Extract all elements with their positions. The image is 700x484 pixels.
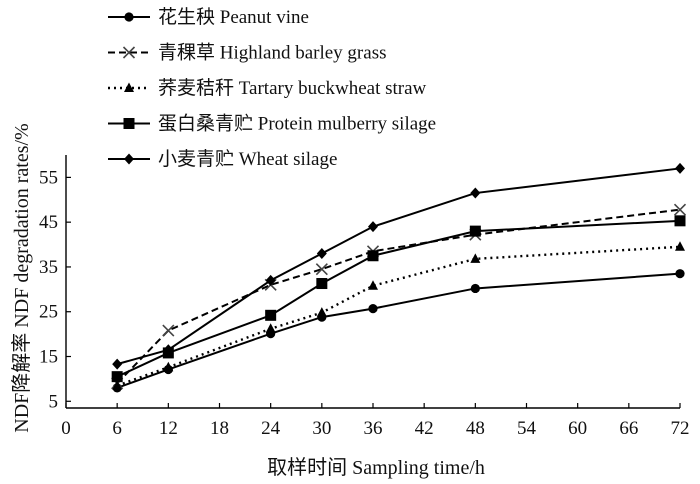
x-tick-label: 12 [159,418,178,439]
x-tick-label: 42 [415,418,434,439]
y-tick-label: 25 [39,302,58,323]
legend-entry: 蛋白桑青贮 Protein mulberry silage [108,113,436,135]
data-point [265,323,276,333]
data-point [163,344,174,356]
series-2 [111,203,687,390]
x-tick-label: 0 [61,418,71,439]
x-axis-title: 取样时间 Sampling time/h [267,456,485,479]
data-point [316,307,327,317]
legend-entry: 小麦青贮 Wheat silage [108,148,337,170]
series-line [116,219,681,378]
x-tick-label: 72 [671,418,690,439]
data-point [265,274,276,286]
data-point [368,280,378,290]
legend-swatch-marker [122,46,136,59]
x-tick-label: 24 [261,418,281,439]
data-point [469,225,481,237]
y-axis-title: NDF降解率 NDF degradation rates/% [10,123,33,432]
series-5 [112,162,685,370]
legend: 花生秧 Peanut vine 青稞草 Highland barley grass… [108,6,436,170]
series-1 [112,269,685,393]
x-tick-label: 66 [619,418,638,439]
x-tick-label: 54 [517,418,537,439]
legend-swatch-marker [124,82,134,92]
series-line [116,167,681,366]
legend-label: 小麦青贮 Wheat silage [158,148,337,170]
data-point [316,248,327,260]
data-point [368,221,378,233]
legend-entry: 花生秧 Peanut vine [108,6,309,28]
y-tick-label: 55 [39,167,58,188]
data-point [112,380,123,390]
x-tick-label: 60 [568,418,587,439]
legend-label: 花生秧 Peanut vine [158,6,309,28]
data-point [265,309,277,321]
data-point [470,187,481,199]
y-tick-label: 45 [39,212,58,233]
x-tick-label: 30 [312,418,331,439]
data-point [675,269,685,279]
y-tick-label: 15 [39,347,58,368]
legend-label: 蛋白桑青贮 Protein mulberry silage [158,113,436,135]
data-point [470,253,481,263]
series-layer [111,162,687,393]
data-point [112,358,123,370]
data-point [470,283,480,294]
x-tick-label: 36 [364,418,383,439]
x-tick-label: 6 [112,418,122,439]
data-point [315,263,328,276]
y-tick-label: 5 [49,391,59,412]
data-point [316,278,328,290]
legend-entry: 青稞草 Highland barley grass [108,42,386,64]
legend-label: 青稞草 Highland barley grass [158,42,386,64]
series-line [116,245,681,387]
y-tick-label: 35 [39,257,58,278]
data-point [674,215,686,227]
data-point [367,250,379,262]
data-point [673,203,687,216]
data-point [111,371,123,383]
data-point [675,162,685,174]
legend-swatch-marker [124,153,134,165]
legend-entry: 荞麦秸秆 Tartary buckwheat straw [108,77,427,99]
x-tick-label: 48 [466,418,485,439]
data-point [163,361,174,372]
legend-swatch-marker [123,118,135,129]
data-point [675,241,685,251]
legend-swatch-marker [124,12,134,22]
data-point [368,303,378,314]
series-3 [112,241,685,390]
axes: 0 6 12 18 24 30 36 42 48 54 60 66 72 5 15 25 35 45 55 [39,155,690,439]
data-point [162,324,175,337]
series-line [116,272,681,389]
x-tick-label: 18 [210,418,229,439]
legend-label: 荞麦秸秆 Tartary buckwheat straw [158,77,427,99]
